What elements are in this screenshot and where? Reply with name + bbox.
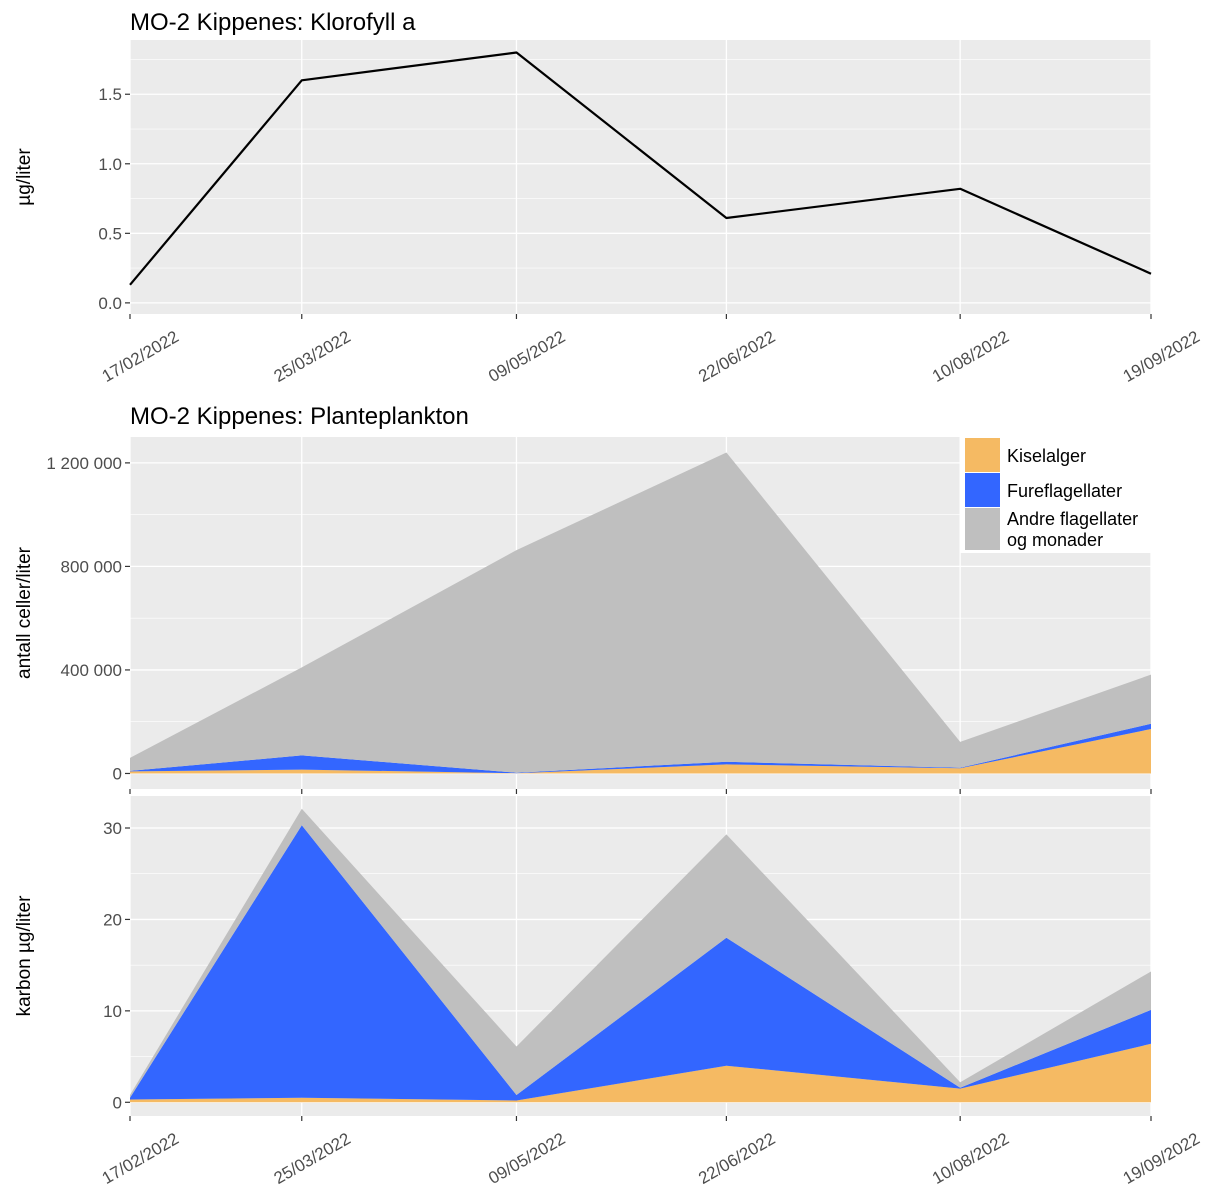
chl-plot-panel [130,40,1151,314]
legend-key-andre-flagellater [965,508,1000,550]
chl-marks [129,51,1152,286]
chl-title: MO-2 Kippenes: Klorofyll a [130,9,416,36]
carbon-y-tick-label: 0 [113,1093,122,1112]
chl-y-tick-label: 1.5 [98,85,122,104]
carbon-area-kiselalger [130,1043,1151,1103]
chl-gridlines [129,40,1152,314]
chl-y-axis-label: µg/liter [14,148,35,206]
chl-y-tick-label: 0.5 [98,224,122,243]
legend-label-fureflagellater: Fureflagellater [1007,481,1122,501]
cells-marks [130,452,1151,774]
chl-line [129,51,1152,286]
chl-y-tick-label: 0.0 [98,294,122,313]
carbon-marks [130,808,1151,1103]
chl-y-tick-label: 1.0 [98,155,122,174]
plankton-title: MO-2 Kippenes: Planteplankton [130,403,469,430]
carbon-y-axis-label: karbon µg/liter [14,895,35,1016]
cells-y-axis-label: antall celler/liter [14,546,35,679]
cells-y-axis: 0 400 000 800 000 1 200 000 [46,454,130,783]
legend-label-andre-flagellater-line2: og monader [1007,530,1103,550]
carbon-y-axis: 0 10 20 30 [103,819,130,1112]
cells-y-tick-label: 800 000 [61,557,122,576]
legend-key-fureflagellater [965,473,1000,507]
carbon-y-tick-label: 20 [103,910,122,929]
legend: Kiselalger Fureflagellater Andre flagell… [960,436,1152,553]
carbon-y-tick-label: 30 [103,819,122,838]
cells-y-tick-label: 400 000 [61,661,122,680]
cells-area-kiselalger [130,729,1151,774]
chl-y-axis: 0.0 0.5 1.0 1.5 [98,85,130,313]
cells-y-tick-label: 0 [113,764,122,783]
legend-key-kiselalger [965,438,1000,472]
carbon-area-fureflagellater [130,825,1151,1101]
legend-label-kiselalger: Kiselalger [1007,446,1086,466]
cells-area-fureflagellater [130,723,1151,774]
cells-x-axis-ticks [129,789,1152,794]
cells-y-tick-label: 1 200 000 [46,454,122,473]
carbon-y-tick-label: 10 [103,1002,122,1021]
cells-area-andre-flagellater [130,452,1151,773]
legend-label-andre-flagellater-line1: Andre flagellater [1007,509,1138,529]
carbon-area-andre-flagellater [130,808,1151,1098]
